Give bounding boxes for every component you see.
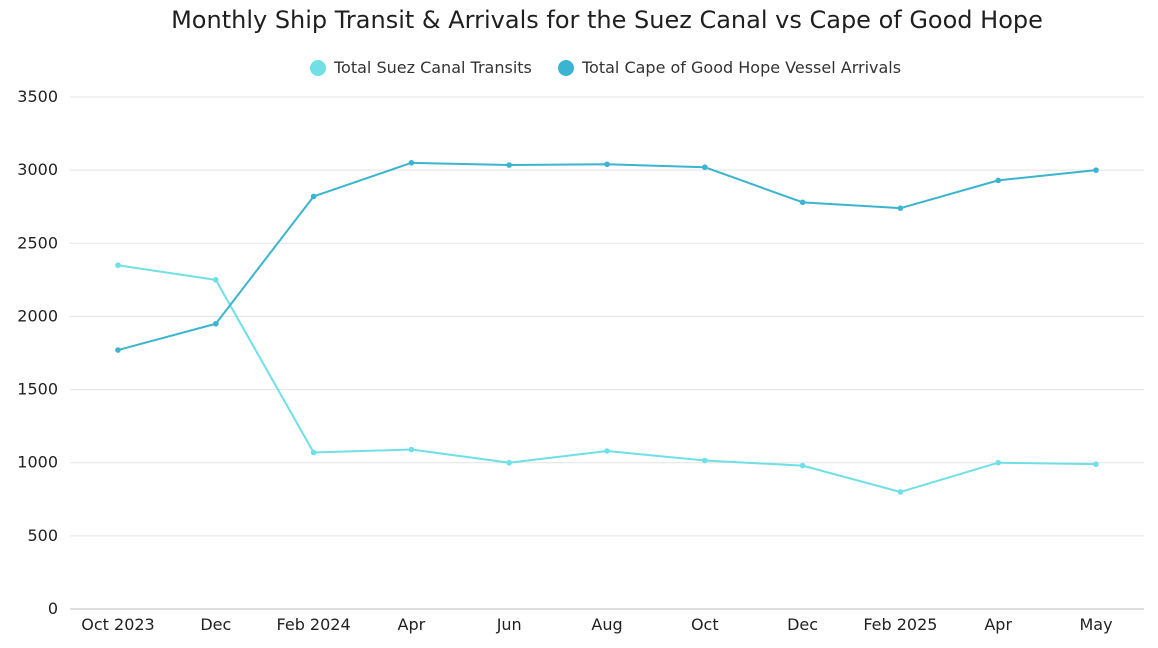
- suez-data-point[interactable]: [799, 462, 806, 469]
- suez-data-point[interactable]: [115, 262, 121, 269]
- cape-data-point[interactable]: [799, 199, 806, 206]
- cape-series-line: [117, 161, 1097, 352]
- legend-marker-cape: [558, 60, 574, 76]
- chart-title: Monthly Ship Transit & Arrivals for the …: [171, 6, 1043, 34]
- gridlines: [70, 96, 1144, 610]
- cape-data-point[interactable]: [506, 162, 512, 168]
- suez-data-point[interactable]: [897, 489, 904, 495]
- cape-data-point[interactable]: [995, 177, 1001, 184]
- y-tick-label: 0: [48, 599, 58, 618]
- suez-series-line: [117, 264, 1097, 493]
- x-axis: Oct 2023 Dec Feb 2024 Apr Jun Aug Oct Dec Feb 20…: [81, 615, 1112, 634]
- cape-data-point[interactable]: [408, 160, 415, 166]
- cape-data-point[interactable]: [310, 193, 317, 200]
- x-tick-label: Oct 2023: [81, 615, 154, 634]
- x-tick-label: Dec: [200, 615, 231, 634]
- legend-label-cape: Total Cape of Good Hope Vessel Arrivals: [581, 58, 901, 77]
- cape-data-point[interactable]: [604, 161, 610, 168]
- legend-label-suez: Total Suez Canal Transits: [333, 58, 532, 77]
- suez-data-point[interactable]: [604, 448, 610, 454]
- y-tick-label: 2500: [17, 233, 58, 252]
- series-cape-vessel-arrivals: [115, 160, 1099, 353]
- x-tick-label: Apr: [398, 615, 426, 634]
- legend-marker-suez: [310, 60, 326, 76]
- y-axis: 0 500 1000 1500 2000 2500 3000 3500: [17, 87, 58, 618]
- suez-data-point[interactable]: [1093, 461, 1099, 467]
- x-tick-label: May: [1079, 615, 1112, 634]
- x-tick-label: Jun: [496, 615, 522, 634]
- x-tick-label: Feb 2025: [863, 615, 937, 634]
- series-layer: [115, 160, 1099, 495]
- suez-data-point[interactable]: [408, 446, 415, 453]
- legend-item-suez[interactable]: Total Suez Canal Transits: [310, 58, 532, 77]
- cape-data-point[interactable]: [702, 164, 708, 171]
- suez-data-point[interactable]: [310, 449, 317, 456]
- y-tick-label: 500: [27, 526, 58, 545]
- suez-data-point[interactable]: [995, 459, 1001, 466]
- y-tick-label: 1000: [17, 453, 58, 472]
- cape-data-point[interactable]: [115, 347, 121, 353]
- suez-data-point[interactable]: [506, 459, 512, 466]
- y-tick-label: 3000: [17, 160, 58, 179]
- x-tick-label: Aug: [591, 615, 622, 634]
- suez-data-point[interactable]: [702, 457, 708, 464]
- cape-data-point[interactable]: [213, 320, 219, 327]
- suez-data-point[interactable]: [213, 277, 219, 283]
- x-tick-label: Oct: [691, 615, 719, 634]
- cape-data-point[interactable]: [1093, 167, 1099, 173]
- legend-item-cape[interactable]: Total Cape of Good Hope Vessel Arrivals: [558, 58, 901, 77]
- x-tick-label: Dec: [787, 615, 818, 634]
- cape-data-point[interactable]: [897, 205, 904, 211]
- y-tick-label: 3500: [17, 87, 58, 106]
- x-tick-label: Apr: [984, 615, 1012, 634]
- x-tick-label: Feb 2024: [277, 615, 351, 634]
- y-tick-label: 2000: [17, 306, 58, 325]
- series-suez-canal-transits: [115, 262, 1099, 495]
- y-tick-label: 1500: [17, 380, 58, 399]
- legend: Total Suez Canal Transits Total Cape of …: [310, 58, 901, 77]
